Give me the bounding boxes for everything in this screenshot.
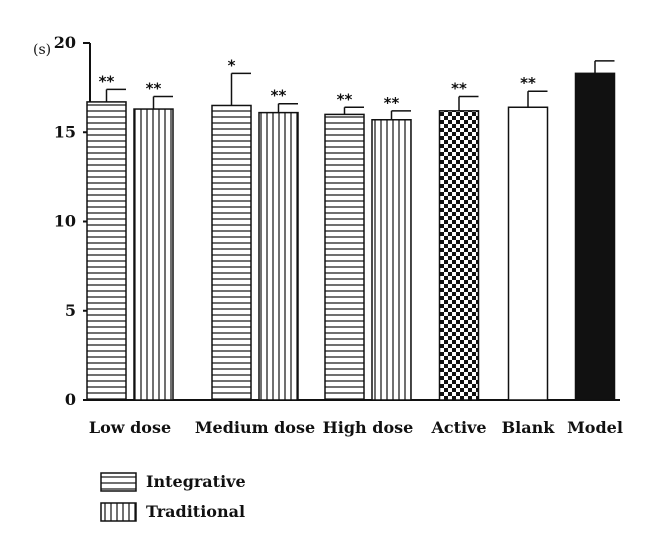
bar-integrative (324, 113, 365, 401)
significance-label: ** (384, 94, 400, 112)
significance-label: ** (520, 74, 536, 92)
significance-label: ** (337, 90, 353, 108)
x-category-label: Low dose (89, 418, 171, 437)
legend-swatch-integrative (100, 472, 137, 492)
bar-active (438, 110, 480, 401)
significance-label: ** (271, 87, 287, 105)
x-category-label: Medium dose (195, 418, 315, 437)
y-tick-label: 15 (54, 122, 76, 141)
legend-label: Integrative (146, 472, 246, 491)
significance-label: ** (146, 80, 162, 98)
y-tick-label: 20 (54, 33, 76, 52)
y-tick-label: 10 (54, 212, 76, 231)
bar-integrative (86, 101, 127, 401)
bar-traditional (371, 119, 412, 401)
legend-label: Traditional (146, 502, 245, 521)
bar-integrative (211, 104, 252, 401)
significance-label: ** (99, 72, 115, 90)
significance-label: ** (451, 80, 467, 98)
x-category-label: Model (567, 418, 623, 437)
legend-swatch-traditional (100, 502, 137, 522)
y-unit-label: (s) (33, 42, 51, 58)
bar-blank (507, 106, 549, 401)
y-tick-label: 5 (65, 301, 76, 320)
bar-traditional (133, 108, 174, 401)
x-category-label: High dose (323, 418, 414, 437)
bar-model (574, 72, 616, 401)
x-category-label: Blank (502, 418, 556, 437)
y-tick-label: 0 (65, 390, 76, 409)
significance-label: * (228, 56, 236, 74)
bar-traditional (258, 111, 299, 401)
x-category-label: Active (430, 418, 486, 437)
